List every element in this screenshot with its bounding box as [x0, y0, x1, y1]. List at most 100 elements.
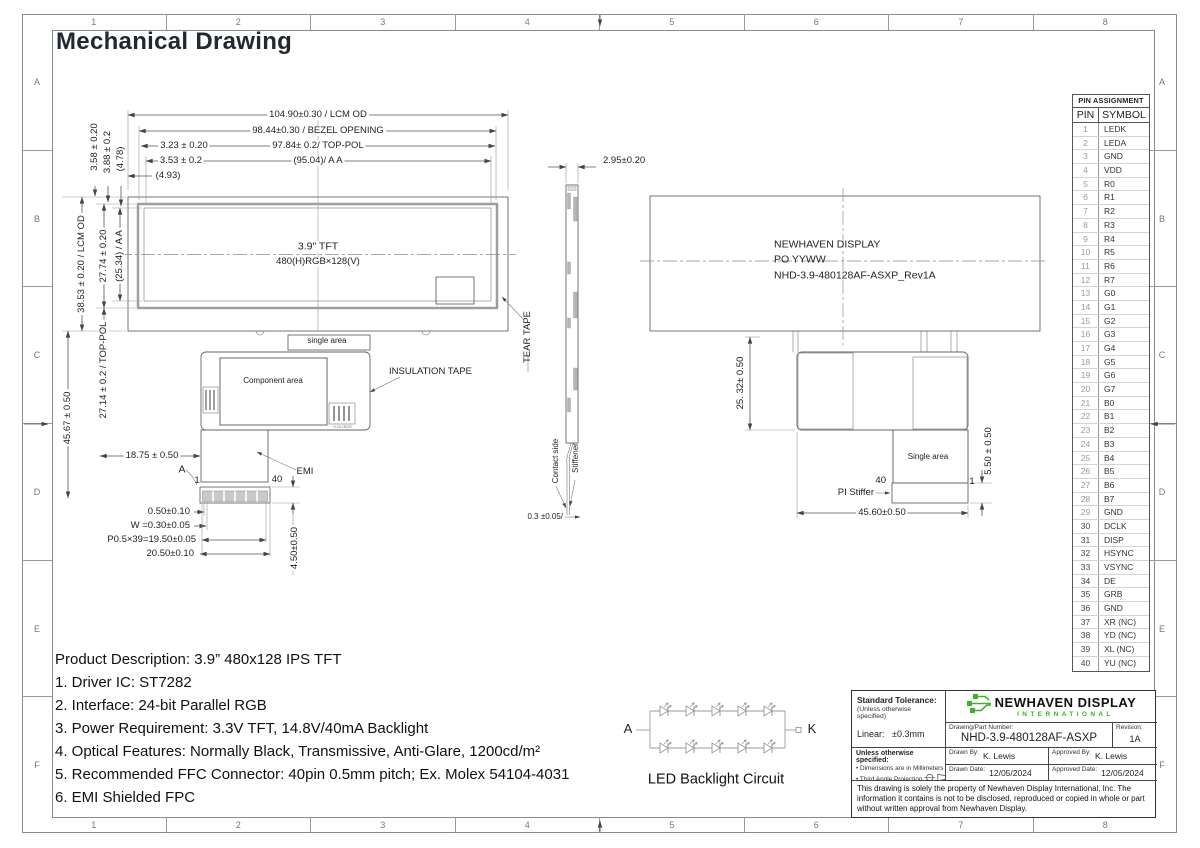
border-row-label: A	[1147, 14, 1177, 151]
pin-table-row: 4 VDD	[1073, 164, 1149, 178]
pin-symbol: VSYNC	[1104, 562, 1134, 572]
pin-symbol: R0	[1104, 178, 1115, 189]
pin40-marker-back: 40	[875, 475, 886, 487]
led-circuit-caption: LED Backlight Circuit	[647, 771, 785, 788]
dim-bezel-vertical: 27.74 ± 0.20	[98, 227, 110, 285]
pin-assignment-table: PIN ASSIGNMENT PIN SYMBOL 1 LEDK 2 LEDA …	[1072, 94, 1150, 672]
pin-table-row: 13 G0	[1073, 287, 1149, 301]
pin-symbol: R4	[1104, 233, 1115, 244]
border-column-label: 5	[600, 14, 745, 30]
pin-symbol: G2	[1104, 315, 1116, 326]
back-marking-line3: NHD-3.9-480128AF-ASXP_Rev1A	[774, 269, 936, 282]
tear-tape-label: TEAR TAPE	[522, 311, 534, 363]
pin-number: 31	[1073, 533, 1099, 547]
pin-table-row: 27 B6	[1073, 478, 1149, 493]
pin-number: 25	[1073, 451, 1099, 465]
stiffener-label: Stiffener	[570, 443, 580, 473]
dim-pin-pitch: P0.5×39=19.50±0.05	[105, 534, 198, 546]
pin-table-row: 25 B4	[1073, 451, 1149, 466]
symbol-column-header: SYMBOL	[1102, 109, 1146, 121]
page-title: Mechanical Drawing	[56, 28, 293, 55]
pin-table-row: 18 G5	[1073, 355, 1149, 370]
pin-number: 2	[1073, 136, 1099, 150]
front-view-linework	[62, 110, 516, 575]
registration-arrows	[24, 15, 1175, 832]
approved-by-label: Approved By:	[1052, 749, 1092, 756]
pin-number: 13	[1073, 287, 1099, 300]
pin-table-row: 38 YD (NC)	[1073, 629, 1149, 644]
logo-circuit-icon	[966, 694, 991, 719]
border-column-label: 5	[600, 817, 745, 833]
approved-date-cell: Approved Date: 12/05/2024	[1049, 765, 1157, 781]
pin-table-row: 17 G4	[1073, 342, 1149, 356]
note-line: 5. Recommended FFC Connector: 40pin 0.5m…	[55, 766, 570, 783]
approved-by-cell: Approved By: K. Lewis	[1049, 748, 1157, 765]
revision-label: Revision:	[1116, 724, 1143, 731]
pin-number: 6	[1073, 191, 1099, 205]
led-anode-label: A	[623, 721, 633, 737]
pin-symbol: YU (NC)	[1104, 657, 1137, 668]
border-column-label: 7	[889, 14, 1034, 30]
pin-table-row: 22 B1	[1073, 410, 1149, 425]
dim-lcm-od-vertical: 38.53 ± 0.20 / LCM OD	[76, 213, 88, 315]
pin-table-row: 8 R3	[1073, 218, 1149, 233]
pin-number: 15	[1073, 314, 1099, 328]
pin-number: 28	[1073, 492, 1099, 506]
approved-date-label: Approved Date:	[1052, 766, 1098, 773]
dim-fpc-width: 18.75 ± 0.50	[123, 450, 181, 462]
pin-symbol: G7	[1104, 384, 1116, 395]
component-area-label: Component area	[241, 375, 305, 386]
pin-number: 36	[1073, 602, 1099, 615]
part-number-cell: Drawing/Part Number: NHD-3.9-480128AF-AS…	[946, 723, 1113, 748]
border-column-label: 7	[889, 817, 1034, 833]
pin-table-row: 15 G2	[1073, 314, 1149, 329]
single-area-label-front: single area	[305, 335, 349, 346]
back-marking-line1: NEWHAVEN DISPLAY	[774, 238, 881, 251]
border-row-label: F	[1159, 760, 1165, 771]
border-row-label: E	[1147, 561, 1177, 698]
dim-back-fpc-width: 45.60±0.50	[856, 507, 908, 519]
pin-number: 34	[1073, 574, 1099, 588]
pin-symbol: GRB	[1104, 589, 1123, 600]
pin-symbol: B1	[1104, 411, 1115, 422]
pin-table-row: 12 R7	[1073, 273, 1149, 288]
pin-number: 30	[1073, 519, 1099, 533]
border-row-label: E	[22, 561, 52, 698]
note-line: 4. Optical Features: Normally Black, Tra…	[55, 743, 541, 760]
pin-table-row: 10 R5	[1073, 246, 1149, 260]
pin-number: 8	[1073, 218, 1099, 232]
pin-symbol: LEDA	[1104, 137, 1127, 148]
pin-number: 38	[1073, 629, 1099, 643]
pin-number: 23	[1073, 424, 1099, 437]
panel-resolution-label: 480(H)RGB×128(V)	[274, 256, 362, 268]
dim-back-stiffener-height: 5.50 ± 0.50	[983, 425, 995, 477]
pin-symbol: R3	[1104, 219, 1115, 230]
pin1-marker-back: 1	[969, 476, 975, 488]
pin-table-row: 23 B2	[1073, 424, 1149, 438]
pin-table-row: 31 DISP	[1073, 533, 1149, 548]
pin-number: 7	[1073, 205, 1099, 218]
dim-offset-3-23: 3.23 ± 0.20	[158, 140, 210, 152]
back-view-linework	[640, 188, 1048, 518]
pin-table-row: 33 VSYNC	[1073, 561, 1149, 575]
border-column-label: 8	[1102, 820, 1108, 830]
pin-number: 35	[1073, 588, 1099, 602]
pin-symbol: VDD	[1104, 165, 1122, 176]
contact-side-label: Contact side	[550, 438, 560, 484]
pin-symbol: G6	[1104, 370, 1116, 381]
note-line: 6. EMI Shielded FPC	[55, 789, 196, 806]
pin-table-row: 1 LEDK	[1073, 123, 1149, 137]
pin-number: 16	[1073, 328, 1099, 341]
border-row-label: D	[1147, 424, 1177, 561]
pin-table-row: 7 R2	[1073, 205, 1149, 219]
note-line: 3. Power Requirement: 3.3V TFT, 14.8V/40…	[55, 720, 429, 737]
tolerance-cell: Standard Tolerance: (Unless otherwise sp…	[852, 691, 946, 748]
third-angle-projection-icon	[924, 773, 945, 780]
border-row-label: C	[1147, 287, 1177, 425]
border-row-label: F	[34, 760, 40, 771]
pin-column-header: PIN	[1073, 108, 1099, 122]
pin-symbol: DISP	[1104, 534, 1124, 545]
